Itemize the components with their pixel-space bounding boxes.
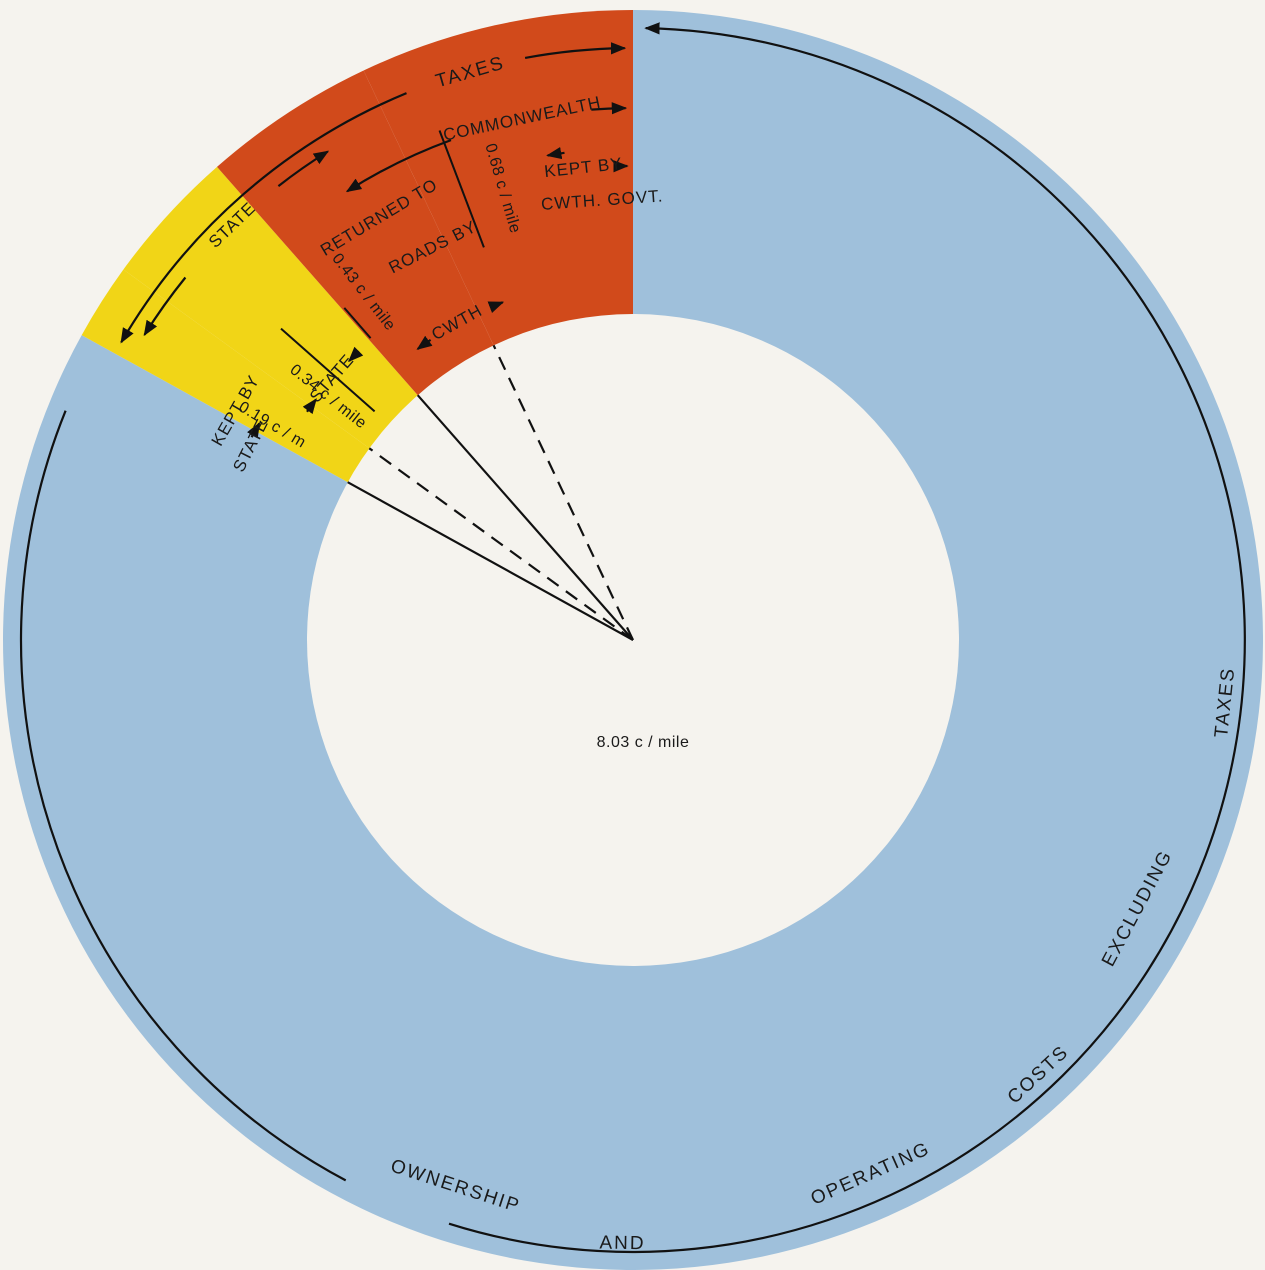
value-label-ownership: 8.03 c / mile <box>597 734 690 751</box>
tick-returned-cwth <box>438 130 485 248</box>
arrow-cwth-right <box>487 301 505 314</box>
bracket-ownership-left <box>19 410 347 1182</box>
arrow-kept-by-left <box>546 147 565 160</box>
tick-returned-state <box>280 327 376 413</box>
bracket-taxes-right <box>524 42 627 59</box>
bracket-ownership-right <box>448 22 1246 1254</box>
divider-ray <box>492 344 634 641</box>
arrow-state-inner-2 <box>348 346 364 363</box>
arrow-state-inner <box>302 398 317 415</box>
bracket-state-right <box>277 150 330 187</box>
bracket-arrows <box>19 22 1246 1254</box>
ring-label-and: AND <box>599 1233 645 1255</box>
divider-ray <box>368 447 634 641</box>
arrow-cwth-left <box>416 335 433 350</box>
arrow-kept-state <box>247 421 261 439</box>
divider-ray <box>347 481 634 641</box>
bracket-taxes-left <box>120 92 407 344</box>
divider-ray <box>416 394 634 641</box>
tick-state-inner <box>343 307 372 339</box>
bracket-state-left <box>143 276 187 337</box>
bracket-cwth-right <box>591 102 628 115</box>
divider-lines <box>347 344 634 641</box>
